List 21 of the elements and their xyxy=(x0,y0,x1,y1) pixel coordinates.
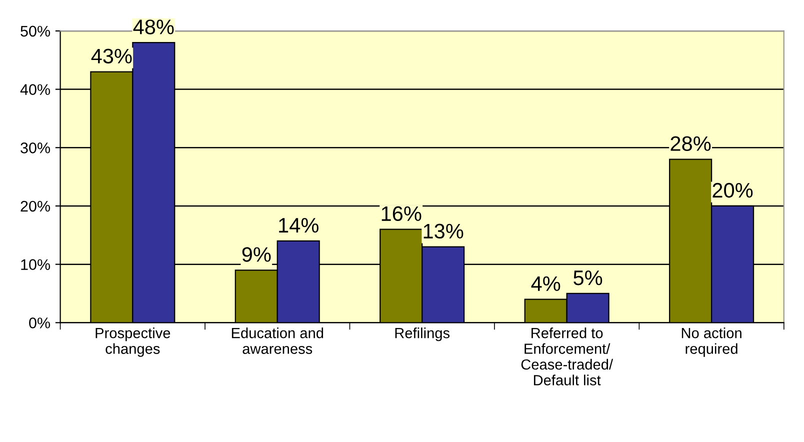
x-tick-label: No action required xyxy=(682,328,742,357)
data-label: 14% xyxy=(279,218,318,233)
data-label: 9% xyxy=(242,247,271,262)
y-tick-label: 40% xyxy=(20,84,50,95)
data-label: 4% xyxy=(531,276,560,291)
y-tick-label: 50% xyxy=(20,26,50,37)
data-label: 5% xyxy=(574,270,602,286)
data-label: 20% xyxy=(712,182,753,198)
data-label: 16% xyxy=(382,206,422,222)
data-label: 28% xyxy=(670,136,711,152)
x-tick-label: Prospective changes xyxy=(96,328,170,357)
data-label: 43% xyxy=(91,48,132,64)
data-label: 13% xyxy=(424,224,464,239)
y-tick-label: 30% xyxy=(20,142,50,154)
x-tick-label: Education and awareness xyxy=(232,328,324,354)
x-tick-label: Refilings xyxy=(395,328,450,342)
data-label: 48% xyxy=(133,20,174,34)
y-tick-label: 0% xyxy=(29,318,50,328)
x-tick-label: Referred to Enforcement/ Cease-traded/ Default list xyxy=(521,328,614,386)
y-tick-label: 20% xyxy=(20,200,50,212)
y-tick-label: 10% xyxy=(21,259,50,270)
